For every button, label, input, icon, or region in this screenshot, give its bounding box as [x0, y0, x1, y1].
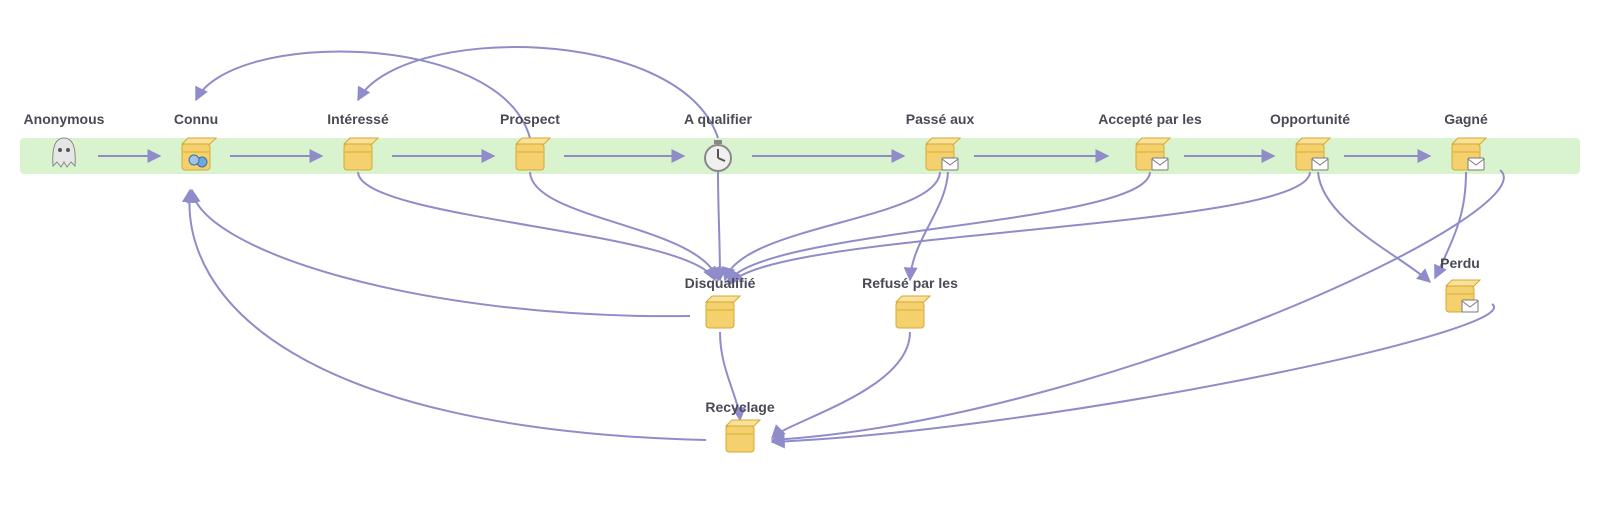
node-disq[interactable]: [706, 296, 740, 328]
node-label-perdu: Perdu: [1440, 255, 1480, 271]
edge-refuse-recyclage: [772, 332, 910, 438]
edge-passe-refuse: [910, 172, 948, 280]
node-anonymous[interactable]: [53, 138, 76, 167]
node-label-connu: Connu: [174, 111, 218, 127]
node-label-disq: Disqualifié: [685, 275, 756, 291]
node-perdu[interactable]: [1446, 280, 1480, 312]
node-label-prospect: Prospect: [500, 111, 560, 127]
edge-prospect-disq: [530, 172, 718, 280]
box-icon: [726, 420, 760, 452]
lifecycle-diagram: Anonymous Connu Intéressé Prospect A qualifi…: [0, 0, 1600, 523]
node-label-anonymous: Anonymous: [24, 111, 105, 127]
edge-aqualifier-disq: [718, 172, 720, 280]
box-mail-icon: [1446, 280, 1480, 312]
node-label-refuse: Refusé par les: [862, 275, 958, 291]
node-label-recyclage: Recyclage: [705, 399, 774, 415]
edge-interesse-disq: [358, 172, 715, 280]
edge-opp-disq: [730, 172, 1310, 284]
ghost-icon: [53, 138, 76, 167]
box-icon: [706, 296, 740, 328]
node-label-gagne: Gagné: [1444, 111, 1488, 127]
edge-opp-perdu: [1318, 172, 1430, 282]
node-recyclage[interactable]: [726, 420, 760, 452]
edge-perdu-recyclage: [772, 304, 1494, 442]
node-label-passe: Passé aux: [906, 111, 975, 127]
edge-accepte-disq: [728, 172, 1150, 282]
node-label-aqualifier: A qualifier: [684, 111, 752, 127]
node-label-interesse: Intéressé: [327, 111, 389, 127]
box-icon: [896, 296, 930, 328]
node-label-opp: Opportunité: [1270, 111, 1350, 127]
node-label-accepte: Accepté par les: [1098, 111, 1202, 127]
node-refuse[interactable]: [896, 296, 930, 328]
